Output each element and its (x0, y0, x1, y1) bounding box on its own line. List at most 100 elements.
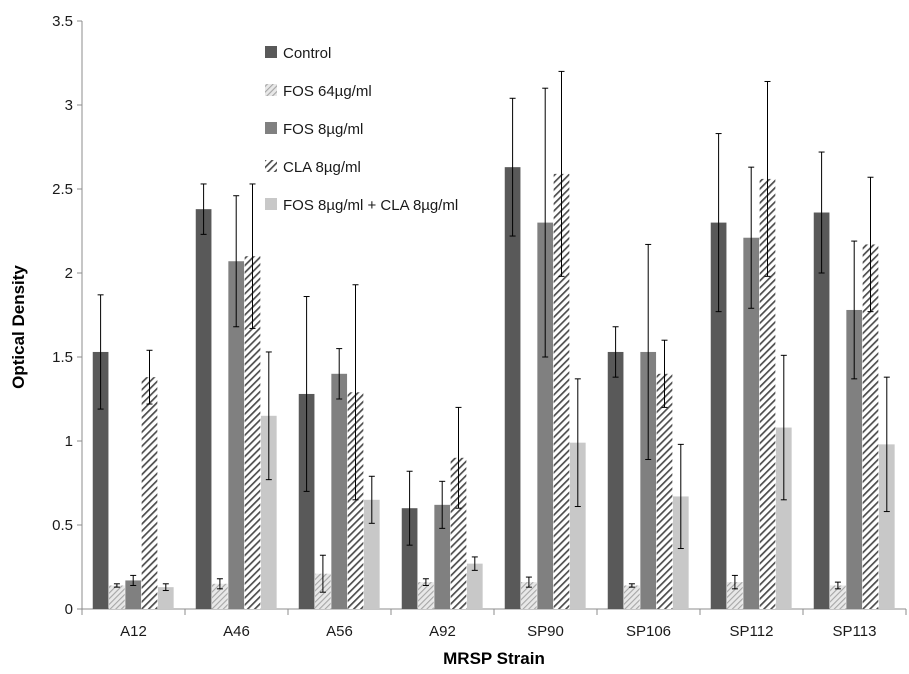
y-tick-label: 2 (65, 265, 73, 282)
bar-a56-cla-8-g-ml (347, 392, 364, 609)
legend-swatch-fos-64-g-ml (265, 84, 277, 96)
x-tick-label: SP113 (833, 623, 877, 640)
y-tick-label: 1 (65, 433, 73, 450)
bar-a46-control (195, 209, 212, 609)
x-axis-title: MRSP Strain (443, 649, 545, 668)
error-bar-a46-fos-8-g-ml (233, 195, 240, 328)
bar-a92-control (401, 508, 418, 609)
error-bar-a92-fos-8-g-ml-cla-8-g-ml (471, 556, 478, 571)
bar-sp112-cla-8-g-ml (759, 178, 776, 610)
error-bar-sp90-control (509, 97, 516, 237)
bar-sp90-fos-64-g-ml (521, 582, 537, 609)
bar-a92-cla-8-g-ml (450, 457, 467, 609)
error-bar-a92-control (406, 470, 413, 546)
bar-sp113-cla-8-g-ml (862, 244, 879, 609)
error-bars (97, 70, 890, 593)
legend: Control FOS 64µg/ml FOS 8µg/ml CLA 8µg/ml FO… (265, 45, 458, 214)
bar-sp106-fos-64-g-ml (624, 585, 640, 609)
bar-a12-fos-8-g-ml-cla-8-g-ml (157, 587, 174, 609)
error-bar-a56-control (303, 296, 310, 492)
y-tick-label: 0 (65, 601, 73, 618)
bar-a46-fos-64-g-ml (212, 583, 228, 609)
error-bar-a46-fos-64-g-ml (216, 578, 223, 590)
error-bar-a46-cla-8-g-ml (249, 183, 256, 329)
legend-label-control: Control (283, 45, 331, 62)
error-bar-sp112-control (715, 133, 722, 313)
bar-a46-fos-8-g-ml (228, 261, 245, 609)
bar-a92-fos-8-g-ml-cla-8-g-ml (466, 563, 483, 609)
error-bar-a46-fos-8-g-ml-cla-8-g-ml (265, 351, 272, 481)
bar-sp106-fos-8-g-ml (640, 351, 657, 609)
error-bar-sp113-fos-8-g-ml (851, 240, 858, 380)
legend-swatch-control (265, 46, 277, 58)
error-bar-a92-cla-8-g-ml (455, 406, 462, 509)
x-tick-label: SP112 (730, 623, 774, 640)
y-tick-label: 3.5 (52, 13, 73, 30)
error-bar-sp112-cla-8-g-ml (764, 80, 771, 277)
error-bar-a12-cla-8-g-ml (146, 349, 153, 405)
bars (92, 167, 895, 610)
error-bar-sp113-control (818, 151, 825, 274)
error-bar-sp112-fos-8-g-ml (748, 166, 755, 309)
legend-label-cla-8-g-ml: CLA 8µg/ml (283, 159, 361, 176)
error-bar-sp106-fos-64-g-ml (628, 583, 635, 588)
error-bar-a56-fos-8-g-ml (336, 348, 343, 400)
x-tick-label: A46 (223, 623, 250, 640)
bar-sp106-control (607, 351, 624, 609)
bar-sp113-fos-8-g-ml (846, 309, 863, 609)
y-axis-title: Optical Density (9, 265, 28, 389)
bar-a92-fos-8-g-ml (434, 504, 451, 609)
legend-swatch-fos-8-g-ml (265, 122, 277, 134)
bar-sp106-cla-8-g-ml (656, 373, 673, 609)
bar-sp112-fos-8-g-ml-cla-8-g-ml (775, 427, 792, 609)
legend-swatch-cla-8-g-ml (265, 160, 277, 172)
bar-sp112-fos-64-g-ml (727, 582, 743, 609)
bar-a46-cla-8-g-ml (244, 256, 261, 609)
y-tick-label: 3 (65, 97, 73, 114)
x-tick-label: A56 (326, 623, 353, 640)
error-bar-a46-control (200, 183, 207, 235)
legend-label-fos-8-g-ml-cla-8-g-ml: FOS 8µg/ml + CLA 8µg/ml (283, 197, 458, 214)
error-bar-sp106-fos-8-g-ml (645, 243, 652, 460)
error-bar-sp106-fos-8-g-ml-cla-8-g-ml (677, 443, 684, 550)
bar-a56-fos-8-g-ml (331, 373, 348, 609)
bar-sp90-fos-8-g-ml (537, 222, 554, 609)
x-tick-label: A12 (120, 623, 147, 640)
error-bar-a92-fos-8-g-ml (439, 480, 446, 529)
x-axis: A12 A46 A56 A92 SP90 SP106 SP112 SP113 (81, 608, 907, 640)
error-bar-sp113-fos-8-g-ml-cla-8-g-ml (883, 376, 890, 513)
error-bar-sp106-control (612, 326, 619, 378)
error-bar-a56-cla-8-g-ml (352, 284, 359, 501)
bar-a12-control (92, 351, 109, 609)
error-bar-sp90-fos-64-g-ml (525, 576, 532, 588)
x-tick-label: A92 (429, 623, 456, 640)
error-bar-sp113-cla-8-g-ml (867, 176, 874, 313)
error-bar-a56-fos-8-g-ml-cla-8-g-ml (368, 475, 375, 524)
bar-sp112-control (710, 222, 727, 609)
bar-a92-fos-64-g-ml (418, 582, 434, 609)
x-tick-label: SP106 (626, 623, 671, 640)
error-bar-sp90-cla-8-g-ml (558, 70, 565, 277)
error-bar-a12-fos-8-g-ml-cla-8-g-ml (162, 583, 169, 592)
bar-sp90-control (504, 167, 521, 609)
bar-a46-fos-8-g-ml-cla-8-g-ml (260, 415, 277, 609)
bar-sp113-fos-8-g-ml-cla-8-g-ml (878, 444, 895, 609)
bar-sp112-fos-8-g-ml (743, 237, 760, 609)
bar-sp90-fos-8-g-ml-cla-8-g-ml (569, 442, 586, 609)
bar-sp113-fos-64-g-ml (830, 585, 846, 609)
bar-a12-cla-8-g-ml (141, 377, 158, 609)
bar-sp113-control (813, 212, 830, 609)
y-tick-label: 0.5 (52, 517, 73, 534)
error-bar-a12-control (97, 294, 104, 410)
legend-swatch-fos-8-g-ml-cla-8-g-ml (265, 198, 277, 210)
error-bar-a12-fos-8-g-ml (130, 574, 137, 586)
error-bar-sp90-fos-8-g-ml (542, 87, 549, 358)
error-bar-sp106-cla-8-g-ml (661, 339, 668, 408)
bar-a12-fos-8-g-ml (125, 580, 142, 609)
bar-a56-fos-8-g-ml-cla-8-g-ml (363, 499, 380, 609)
legend-label-fos-8-g-ml: FOS 8µg/ml (283, 121, 363, 138)
error-bar-sp90-fos-8-g-ml-cla-8-g-ml (574, 378, 581, 508)
y-axis: 0 0.5 1 1.5 2 2.5 3 3.5 (52, 13, 83, 618)
bar-a56-control (298, 393, 315, 609)
